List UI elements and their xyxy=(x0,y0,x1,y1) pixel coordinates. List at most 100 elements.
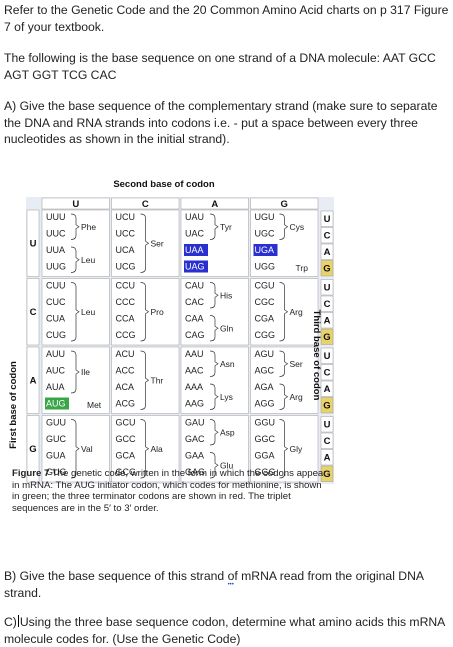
intro-text: Refer to the Genetic Code and the 20 Com… xyxy=(4,3,449,34)
codon: GCU xyxy=(116,418,136,428)
codon: UUU xyxy=(46,212,66,222)
codon: UGG xyxy=(255,262,276,272)
caption-text: The genetic code, written in the form in… xyxy=(12,468,327,514)
amino-acid-label: Gln xyxy=(220,323,234,333)
amino-acid-label: Met xyxy=(87,400,102,410)
spellcheck-word[interactable]: of xyxy=(228,568,238,593)
amino-acid-label: Glu xyxy=(220,460,234,470)
third-base-cell xyxy=(320,279,334,296)
third-base-cell xyxy=(320,432,334,449)
codon: ACC xyxy=(116,366,136,376)
codon: AAU xyxy=(185,349,204,359)
brace xyxy=(209,213,219,240)
second-base-A: A xyxy=(211,199,218,210)
third-base-G: G xyxy=(323,332,330,343)
brace xyxy=(140,419,150,479)
brace xyxy=(140,213,150,273)
amino-acid-label: Lys xyxy=(220,392,233,402)
codon: AGA xyxy=(255,382,274,392)
codon: CUA xyxy=(46,314,65,324)
codon: GGU xyxy=(255,418,276,428)
codon: GAC xyxy=(185,434,205,444)
question-b: B) Give the base sequence of this strand… xyxy=(4,568,449,601)
codon: UAU xyxy=(185,212,204,222)
amino-acid-label: Asn xyxy=(220,359,235,369)
codon: CCU xyxy=(116,281,136,291)
third-base-U: U xyxy=(324,214,331,225)
amino-acid-label: Leu xyxy=(81,307,95,317)
codon: CUC xyxy=(46,297,66,307)
codon: GUA xyxy=(46,451,66,461)
third-base-U: U xyxy=(324,351,331,362)
codon: AGG xyxy=(255,399,275,409)
codon: GAG xyxy=(185,467,205,477)
codon: CAC xyxy=(185,297,205,307)
second-base-C: C xyxy=(142,199,149,210)
third-base-cell xyxy=(320,397,334,414)
third-base-U: U xyxy=(324,420,331,431)
third-base-G: G xyxy=(323,401,330,412)
brace xyxy=(279,419,289,479)
third-base-A: A xyxy=(324,316,331,327)
first-base-cell xyxy=(26,209,40,277)
brace xyxy=(70,282,80,342)
codon: UGC xyxy=(255,229,276,239)
codon: GGA xyxy=(255,451,275,461)
start-codon-highlight xyxy=(45,397,69,410)
second-base-label: Second base of codon xyxy=(113,179,215,190)
codon: GCA xyxy=(116,451,136,461)
codon: AUA xyxy=(46,382,65,392)
brace xyxy=(70,213,80,240)
codon: AAC xyxy=(185,366,204,376)
first-base-U: U xyxy=(30,238,37,249)
stop-codon-highlight xyxy=(253,244,278,256)
codon: AGC xyxy=(255,366,275,376)
third-base-cell xyxy=(320,227,334,244)
brace xyxy=(209,315,219,342)
codon: GCC xyxy=(116,434,137,444)
first-base-A: A xyxy=(30,375,37,386)
codon: AAA xyxy=(185,382,203,392)
amino-acid-label: Ser xyxy=(151,238,164,248)
third-base-cell xyxy=(320,243,334,260)
codon: CAA xyxy=(185,314,204,324)
codon: CGG xyxy=(255,330,276,340)
figure-caption: Figure 7 The genetic code, written in th… xyxy=(12,468,330,514)
question-c-text: Using the three base sequence codon, det… xyxy=(4,615,445,646)
stop-codon-highlight xyxy=(184,260,208,273)
brace xyxy=(279,383,289,410)
codon: UGA xyxy=(255,245,275,255)
codon: CCA xyxy=(116,314,135,324)
third-base-G: G xyxy=(323,264,330,275)
codon: UUA xyxy=(46,245,65,255)
genetic-code-figure: U C A GUUUUUUCUUAUUGPheLeuUCUUCCUCAUCGSerUA… xyxy=(4,170,334,520)
third-base-C: C xyxy=(324,436,331,447)
brace xyxy=(279,350,289,377)
caption-label: Figure 7 xyxy=(12,468,50,479)
codon: UGU xyxy=(255,212,275,222)
amino-acid-label: Gly xyxy=(290,444,304,454)
codon: UAG xyxy=(185,262,205,272)
third-base-cell xyxy=(320,210,334,227)
codon: CCG xyxy=(116,330,136,340)
codon: CAU xyxy=(185,281,204,291)
first-base-C: C xyxy=(30,307,37,318)
codon: UCC xyxy=(116,229,136,239)
second-base-cell xyxy=(111,197,180,210)
amino-acid-label: Ile xyxy=(81,367,90,377)
codon: GGC xyxy=(255,434,276,444)
second-base-cell xyxy=(41,197,110,210)
question-b-text: B) Give the base sequence of this strand xyxy=(4,569,228,583)
third-base-C: C xyxy=(324,368,331,379)
third-base-cell xyxy=(320,465,334,482)
third-base-A: A xyxy=(324,247,331,258)
third-base-A: A xyxy=(324,453,331,464)
third-base-C: C xyxy=(324,299,331,310)
third-base-C: C xyxy=(324,231,331,242)
amino-acid-label: Phe xyxy=(81,222,96,232)
first-base-cell xyxy=(26,415,40,483)
third-base-cell xyxy=(320,328,334,345)
question-c: C) Using the three base sequence codon, d… xyxy=(4,614,449,647)
codon: AAG xyxy=(185,399,204,409)
brace xyxy=(279,213,289,240)
